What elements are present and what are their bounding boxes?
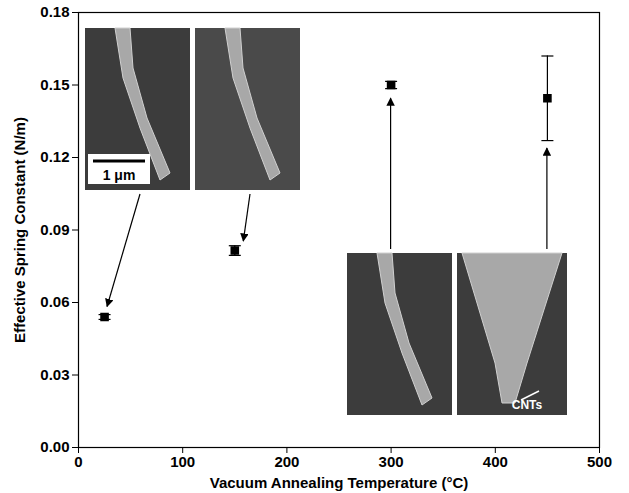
svg-text:CNTs: CNTs <box>512 398 543 412</box>
svg-text:0.06: 0.06 <box>40 293 69 310</box>
svg-text:0.12: 0.12 <box>40 148 69 165</box>
svg-text:Vacuum Annealing Temperature (: Vacuum Annealing Temperature (°C) <box>210 474 469 491</box>
svg-text:200: 200 <box>274 453 299 470</box>
svg-text:1 μm: 1 μm <box>103 167 136 183</box>
svg-text:0.03: 0.03 <box>40 366 69 383</box>
svg-text:500: 500 <box>587 453 612 470</box>
svg-text:0.09: 0.09 <box>40 221 69 238</box>
svg-text:Effective Spring Constant (N/m: Effective Spring Constant (N/m) <box>11 117 28 343</box>
svg-text:0.18: 0.18 <box>40 3 69 20</box>
svg-text:400: 400 <box>483 453 508 470</box>
svg-text:300: 300 <box>379 453 404 470</box>
svg-text:0: 0 <box>74 453 82 470</box>
svg-text:0.00: 0.00 <box>40 438 69 455</box>
svg-text:100: 100 <box>170 453 195 470</box>
svg-text:0.15: 0.15 <box>40 76 69 93</box>
